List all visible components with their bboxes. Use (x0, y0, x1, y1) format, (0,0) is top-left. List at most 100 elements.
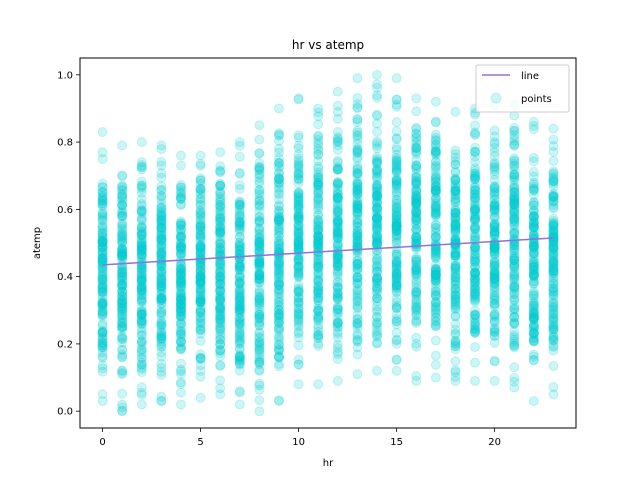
scatter-point (136, 250, 147, 261)
scatter-point (175, 264, 186, 275)
scatter-point (136, 200, 147, 211)
scatter-point (195, 285, 206, 296)
scatter-point (175, 318, 186, 329)
scatter-point (313, 379, 324, 390)
scatter-point (156, 207, 167, 218)
scatter-point (391, 220, 402, 231)
scatter-point (489, 310, 500, 321)
scatter-point (156, 304, 167, 315)
scatter-point (175, 292, 186, 303)
scatter-point (175, 277, 186, 288)
scatter-point (195, 206, 206, 217)
scatter-point (175, 306, 186, 317)
scatter-point (195, 241, 206, 252)
scatter-point (156, 181, 167, 192)
scatter-point (117, 399, 128, 410)
scatter-point (352, 114, 363, 125)
scatter-point (156, 362, 167, 373)
scatter-point (273, 267, 284, 278)
scatter-point (156, 233, 167, 244)
scatter-point (489, 184, 500, 195)
scatter-point (313, 312, 324, 323)
scatter-point (195, 270, 206, 281)
scatter-point (254, 211, 265, 222)
scatter-point (195, 178, 206, 189)
scatter-point (372, 79, 383, 90)
scatter-point (156, 274, 167, 285)
scatter-point (136, 222, 147, 233)
scatter-point (352, 181, 363, 192)
scatter-point (117, 170, 128, 181)
scatter-point (215, 178, 226, 189)
scatter-point (175, 294, 186, 305)
scatter-point (450, 174, 461, 185)
scatter-point (97, 360, 108, 371)
scatter-point (136, 285, 147, 296)
scatter-point (313, 287, 324, 298)
scatter-point (175, 276, 186, 287)
scatter-point (273, 351, 284, 362)
scatter-point (548, 156, 559, 167)
scatter-point (117, 208, 128, 219)
scatter-point (136, 285, 147, 296)
scatter-point (117, 264, 128, 275)
scatter-point (97, 326, 108, 337)
scatter-point (97, 147, 108, 158)
scatter-point (548, 218, 559, 229)
scatter-point (352, 198, 363, 209)
scatter-point (156, 266, 167, 277)
scatter-point (136, 281, 147, 292)
y-tick-label: 0.6 (57, 205, 73, 216)
scatter-point (175, 200, 186, 211)
scatter-point (156, 391, 167, 402)
scatter-point (97, 196, 108, 207)
scatter-point (391, 190, 402, 201)
scatter-point (156, 295, 167, 306)
scatter-point (528, 299, 539, 310)
scatter-point (156, 292, 167, 303)
scatter-point (489, 356, 500, 367)
scatter-point (136, 271, 147, 282)
scatter-point (391, 365, 402, 376)
scatter-point (136, 245, 147, 256)
scatter-point (117, 210, 128, 221)
scatter-point (175, 303, 186, 314)
scatter-point (156, 281, 167, 292)
scatter-point (136, 284, 147, 295)
scatter-point (195, 352, 206, 363)
scatter-point (195, 240, 206, 251)
scatter-point (117, 344, 128, 355)
scatter-point (156, 233, 167, 244)
scatter-point (136, 296, 147, 307)
scatter-point (136, 273, 147, 284)
scatter-point (97, 253, 108, 264)
scatter-point (175, 238, 186, 249)
scatter-point (136, 315, 147, 326)
scatter-point (234, 354, 245, 365)
scatter-point (117, 333, 128, 344)
scatter-point (136, 234, 147, 245)
scatter-point (156, 307, 167, 318)
scatter-point (372, 69, 383, 80)
scatter-point (175, 329, 186, 340)
scatter-point (117, 305, 128, 316)
scatter-point (136, 243, 147, 254)
scatter-point (117, 282, 128, 293)
scatter-point (156, 221, 167, 232)
scatter-point (195, 160, 206, 171)
scatter-point (117, 303, 128, 314)
scatter-point (332, 86, 343, 97)
scatter-point (254, 269, 265, 280)
scatter-point (136, 193, 147, 204)
scatter-point (175, 231, 186, 242)
scatter-point (430, 335, 441, 346)
scatter-point (332, 261, 343, 272)
scatter-point (372, 168, 383, 179)
y-tick-label: 1.0 (57, 70, 73, 81)
scatter-point (391, 164, 402, 175)
scatter-point (156, 241, 167, 252)
scatter-point (156, 298, 167, 309)
scatter-point (97, 192, 108, 203)
scatter-point (234, 313, 245, 324)
scatter-point (117, 286, 128, 297)
